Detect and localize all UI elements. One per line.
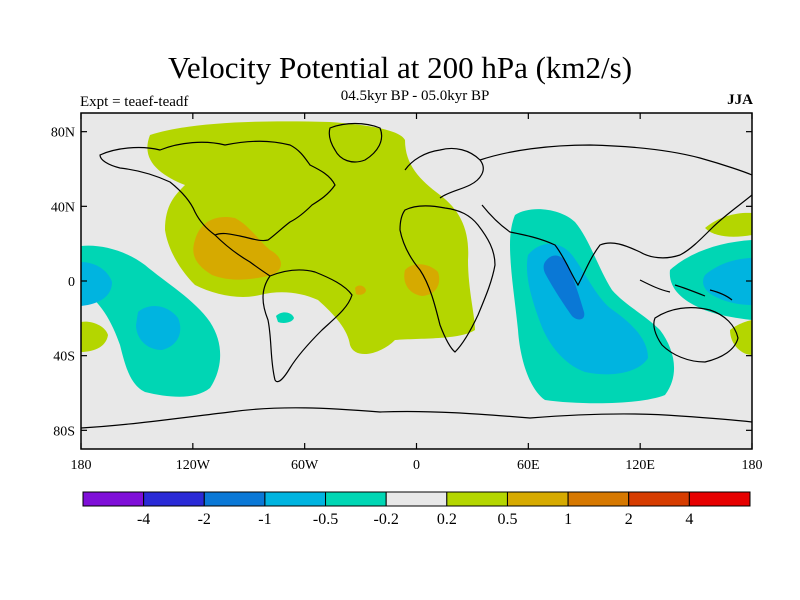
positive-region-central-america [193,216,282,280]
chart-title: Velocity Potential at 200 hPa (km2/s) [167,50,633,85]
colorbar-label: -0.5 [313,511,338,528]
colorbar-label: 0.2 [437,511,457,528]
colorbar-label: -2 [198,511,211,528]
y-tick-label: 80N [51,126,75,141]
x-tick-label: 60E [517,458,540,473]
negative-region-chile [276,312,294,323]
colorbar-swatch [567,491,630,507]
positive-region-americas-atlantic [147,121,475,355]
coastlines [81,122,752,429]
negative-region-indian-ocean-core [543,255,585,320]
colorbar-label: 1 [564,511,572,528]
colorbar-label: 0.5 [497,511,517,528]
colorbar-label: 4 [685,511,693,528]
coastline-north-america [99,140,336,242]
colorbar-swatch [203,491,266,507]
colorbar-label: -1 [258,511,271,528]
negative-region-east-pacific-inner [81,262,112,306]
positive-region-southwest-pacific [730,320,752,355]
y-tick-label: 40N [51,200,75,215]
colorbar-swatch [385,491,448,507]
colorbar-swatch [325,491,387,507]
colorbar-swatch [688,491,751,507]
y-axis: 80N 40N 0 40S 80S [51,126,752,439]
colorbar-label: 2 [625,511,633,528]
colorbar-swatch [446,491,508,507]
negative-region-south-pacific-inner [136,306,181,350]
x-tick-label: 0 [413,458,420,473]
season-label: JJA [727,92,753,108]
chart-subtitle: 04.5kyr BP - 05.0kyr BP [340,88,490,104]
colorbar-swatch [506,491,569,507]
contour-fills [81,121,752,404]
coastline-africa [399,205,496,353]
colorbar-label: -4 [137,511,150,528]
positive-region-west-pacific [705,212,752,237]
experiment-label: Expt = teaef-teadf [80,94,189,110]
positive-region-date-line [81,321,108,352]
coastline-greenland [328,122,383,163]
x-tick-label: 120E [625,458,655,473]
colorbar-swatch [143,491,205,507]
x-tick-label: 120W [176,458,211,473]
x-tick-label: 180 [71,458,92,473]
colorbar-swatch [82,491,145,507]
colorbar-swatch [628,491,690,507]
x-axis: 180 120W 60W 0 60E 120E 180 [71,113,763,473]
coastline-antarctica [81,407,752,429]
coastline-central-america [214,234,271,277]
y-tick-label: 0 [68,275,75,290]
positive-region-south-america [404,264,440,296]
x-tick-label: 180 [742,458,763,473]
coastline-indonesia [639,279,733,301]
positive-region-small-atlantic [355,285,366,295]
x-tick-label: 60W [291,458,319,473]
coastline-south-america [262,269,353,383]
colorbar-swatch [264,491,327,507]
y-tick-label: 80S [53,424,75,439]
y-tick-label: 40S [53,350,75,365]
colorbar: -4 -2 -1 -0.5 -0.2 0.2 0.5 1 2 4 [82,491,751,528]
coastline-asia [479,144,752,287]
colorbar-label: -0.2 [374,511,399,528]
negative-region-maritime-core [703,258,752,305]
coastline-australia [653,307,739,363]
